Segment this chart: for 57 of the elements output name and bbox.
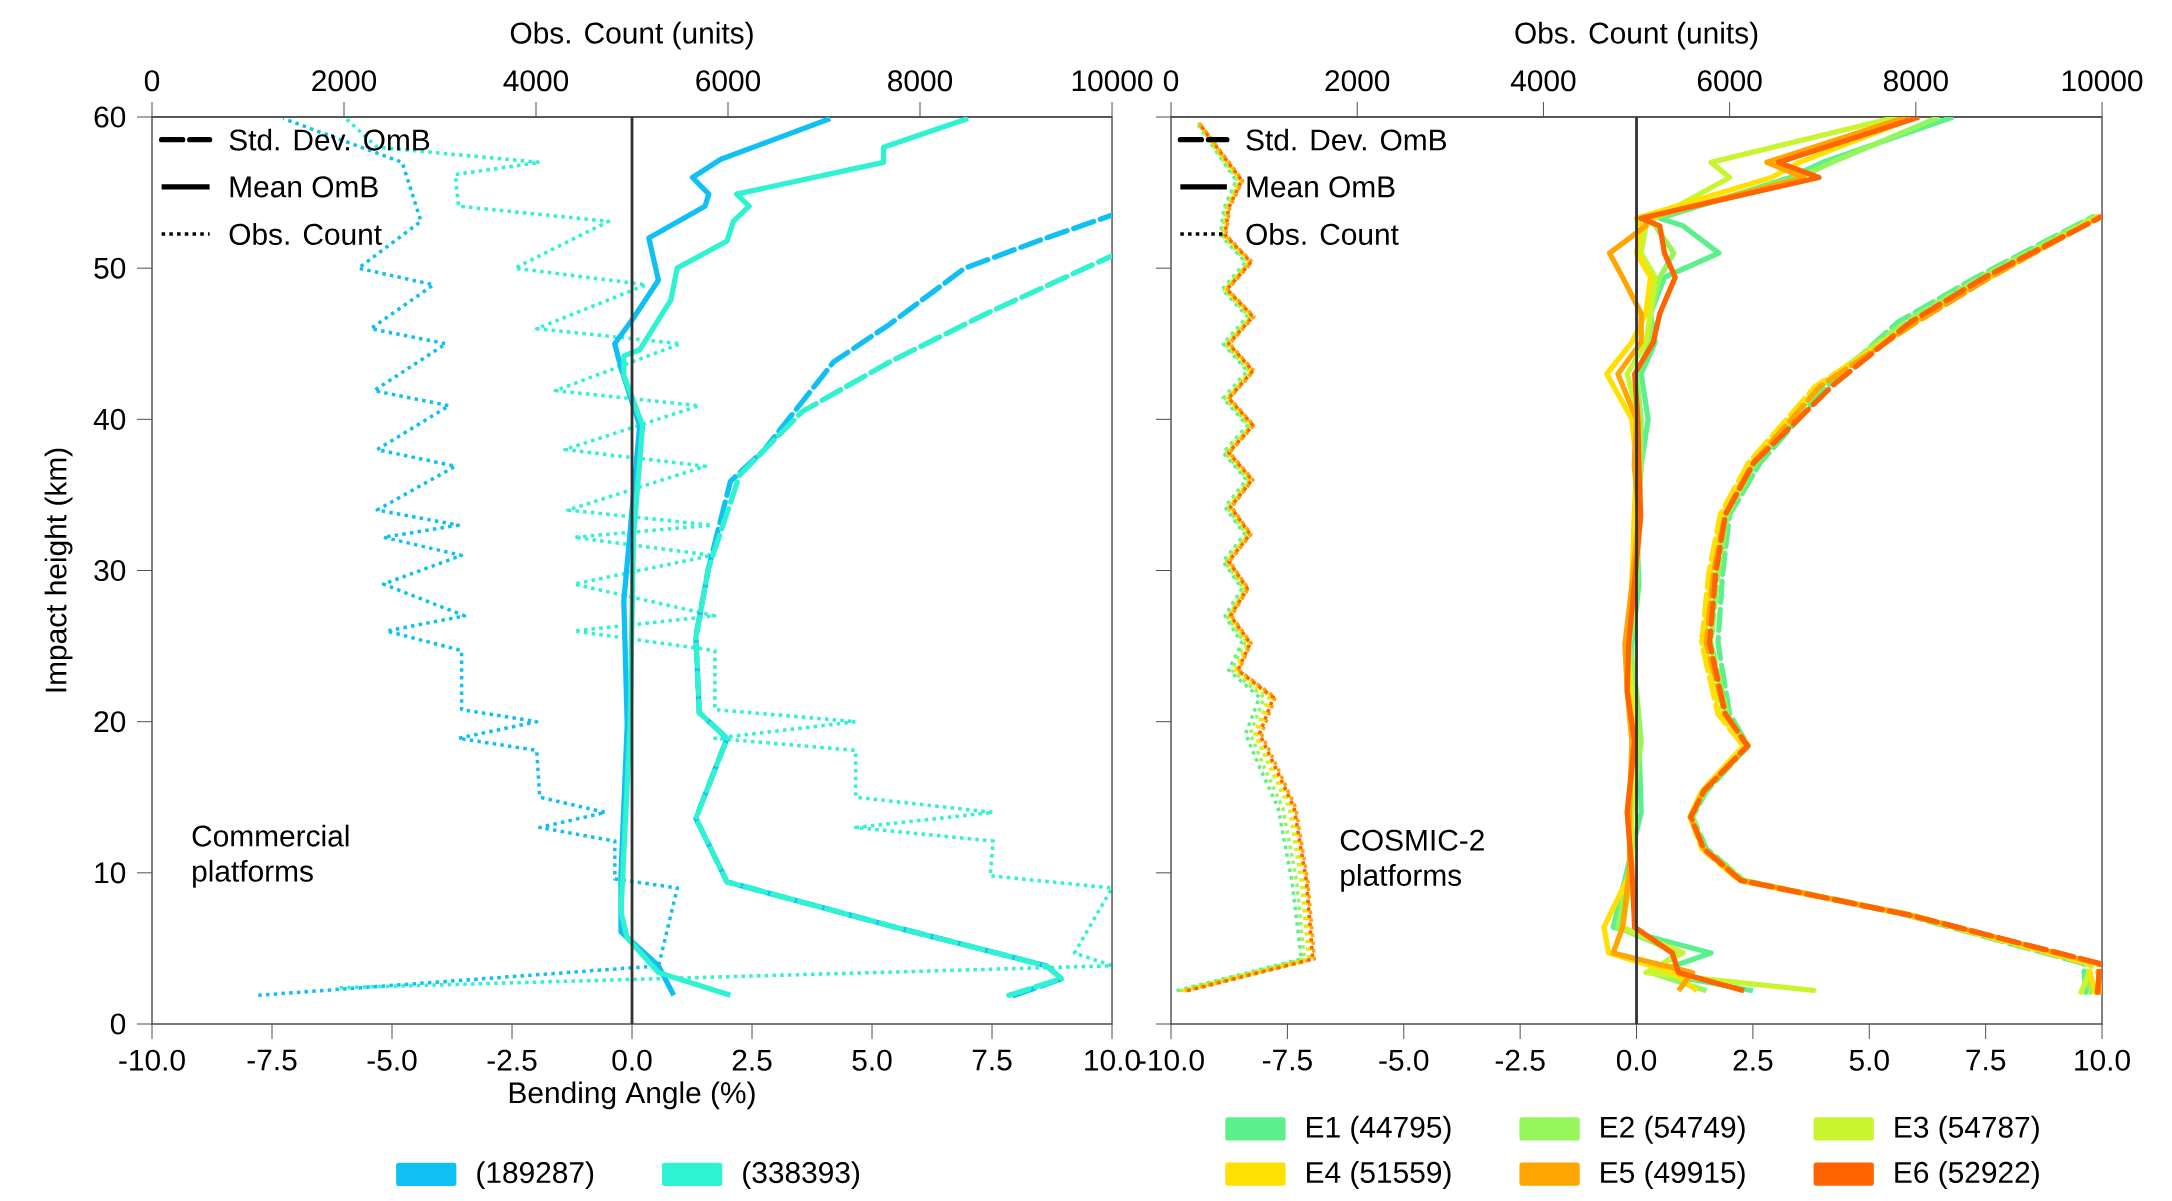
x2-tick-label: 0 <box>144 70 160 92</box>
annotation: Std. Dev. OmB <box>1246 128 1447 151</box>
x-tick-label: -7.5 <box>1262 1049 1312 1071</box>
legend-label: (189287) <box>477 1161 594 1189</box>
x2-tick-label: 4000 <box>503 70 569 92</box>
x-tick-label: 2.5 <box>732 1049 772 1071</box>
x-tick-label: -5.0 <box>1379 1049 1429 1071</box>
legend-label: E6 (52922) <box>1895 1160 2039 1189</box>
x2-tick-label: 4000 <box>1510 70 1576 92</box>
x-tick-label: 5.0 <box>852 1049 892 1071</box>
annotation: Obs. Count <box>229 222 382 245</box>
x-tick-label: 10.0 <box>1085 1049 1140 1071</box>
x-tick-label: 0.0 <box>612 1049 652 1071</box>
legend-label: E4 (51559) <box>1307 1160 1451 1189</box>
x2-tick-label: 0 <box>1163 70 1179 92</box>
x-tick-label: -10.0 <box>119 1049 185 1071</box>
x-tick-label: -5.0 <box>367 1049 417 1071</box>
x-axis-title: Bending Angle (%) <box>509 1081 755 1110</box>
x-tick-label: 2.5 <box>1733 1049 1773 1071</box>
y-axis-title: Impact height (km) <box>44 448 73 692</box>
x2-tick-label: 2000 <box>1325 70 1390 92</box>
legend-label: E5 (49915) <box>1601 1160 1745 1189</box>
x-tick-label: 7.5 <box>1966 1049 2006 1071</box>
annotation: Std. Dev. OmB <box>229 128 430 151</box>
x2-axis-title: Obs. Count (units) <box>1515 21 1758 50</box>
x-tick-label: 0.0 <box>1616 1049 1657 1071</box>
y-tick-label: 40 <box>93 408 126 430</box>
annotation: Mean OmB <box>1247 176 1395 198</box>
x-tick-label: -10.0 <box>1138 1049 1204 1071</box>
x2-tick-label: 8000 <box>1883 70 1948 92</box>
y-tick-label: 0 <box>110 1013 126 1035</box>
legend-label: E1 (44795) <box>1307 1115 1451 1144</box>
annotation: Mean OmB <box>230 176 378 198</box>
y-tick-label: 60 <box>94 106 126 128</box>
x-tick-label: 5.0 <box>1849 1049 1889 1071</box>
x-tick-label: 10.0 <box>2075 1049 2130 1071</box>
legend-label: E2 (54749) <box>1601 1115 1745 1144</box>
y-tick-label: 50 <box>94 257 126 279</box>
y-tick-label: 20 <box>94 710 126 733</box>
x2-axis-title: Obs. Count (units) <box>510 21 753 50</box>
x2-tick-label: 10000 <box>2062 70 2143 92</box>
x-tick-label: -2.5 <box>487 1049 537 1071</box>
legend-label: E3 (54787) <box>1895 1115 2039 1144</box>
x2-tick-label: 10000 <box>1072 70 1153 92</box>
x-tick-label: 7.5 <box>972 1049 1012 1071</box>
x2-tick-label: 8000 <box>888 70 953 92</box>
x2-tick-label: 6000 <box>1697 70 1762 92</box>
annotation: COSMIC-2 platforms <box>1340 829 1484 892</box>
y-tick-label: 10 <box>95 862 126 884</box>
annotation: Commercial platforms <box>192 824 349 888</box>
y-tick-label: 30 <box>94 559 126 581</box>
legend-label: (338393) <box>743 1161 860 1189</box>
x2-tick-label: 2000 <box>312 70 377 92</box>
x-tick-label: -7.5 <box>247 1049 297 1071</box>
x2-tick-label: 6000 <box>696 70 761 92</box>
x-tick-label: -2.5 <box>1495 1049 1545 1071</box>
annotation: Obs. Count <box>1246 222 1399 245</box>
